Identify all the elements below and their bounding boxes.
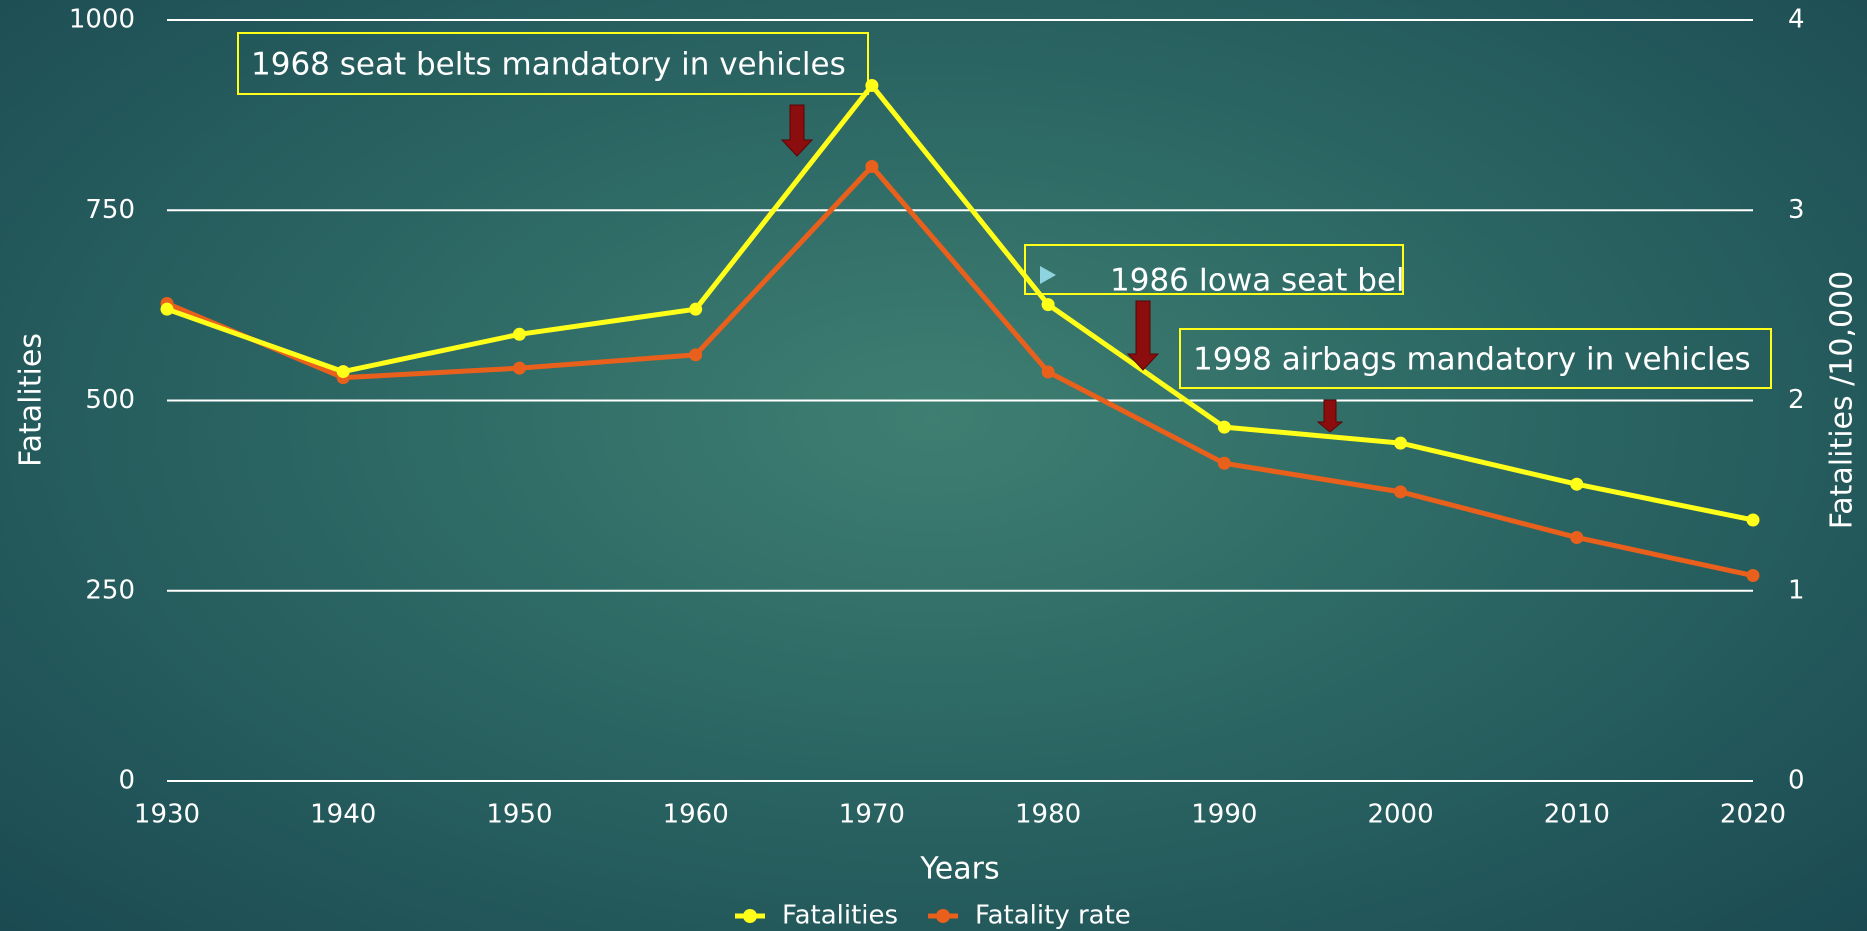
y-tick-label: 500	[85, 385, 135, 415]
point	[689, 302, 703, 316]
y2-tick-label: 0	[1788, 766, 1805, 796]
annotation-box	[237, 32, 869, 95]
point	[160, 302, 174, 316]
point	[865, 159, 879, 173]
legend-marker	[743, 909, 757, 923]
x-tick-label: 1930	[134, 800, 200, 830]
annotation-box	[1024, 244, 1404, 295]
point	[1217, 456, 1231, 470]
y2-tick-label: 3	[1788, 195, 1805, 225]
point	[336, 365, 350, 379]
point	[1041, 298, 1055, 312]
y2-tick-label: 4	[1788, 5, 1805, 35]
y2-tick-label: 2	[1788, 385, 1805, 415]
x-tick-label: 2020	[1720, 800, 1786, 830]
legend-marker	[936, 909, 951, 923]
arrow	[780, 104, 814, 157]
point	[512, 327, 526, 341]
x-tick-label: 1950	[486, 800, 552, 830]
x-axis-title: Years	[919, 852, 999, 887]
point	[689, 348, 703, 362]
x-tick-label: 2010	[1544, 800, 1610, 830]
legend: Fatalities Fatality rate	[735, 901, 1131, 931]
x-tick-label: 2000	[1367, 800, 1433, 830]
legend-label: Fatality rate	[975, 901, 1131, 931]
series-line	[166, 163, 1754, 578]
x-tick-label: 1960	[663, 800, 729, 830]
point	[1041, 365, 1055, 379]
annotation: 1998 airbags mandatory in vehicles	[1193, 342, 1751, 378]
point	[1570, 477, 1584, 491]
point	[1394, 436, 1408, 450]
y-axis-title: Fatalities	[14, 333, 49, 467]
point	[1394, 485, 1408, 499]
point	[512, 361, 526, 375]
x-tick-label: 1940	[310, 800, 376, 830]
point	[1746, 569, 1760, 583]
annotation-box	[1179, 328, 1772, 389]
annotations: 1968 seat belts mandatory in vehicles 19…	[237, 32, 1772, 433]
arrow	[1316, 399, 1344, 433]
annotation: 1968 seat belts mandatory in vehicles	[251, 47, 846, 83]
y2-axis-title: Fatalities /10,000	[1825, 271, 1860, 530]
annotation: 1986 Iowa seat belt	[1110, 263, 1417, 299]
point	[1570, 530, 1584, 544]
y-tick-label: 250	[85, 575, 135, 605]
x-tick-label: 1990	[1191, 800, 1257, 830]
series-line	[166, 82, 1754, 523]
y-tick-label: 750	[85, 195, 135, 225]
point	[1746, 513, 1760, 527]
y2-tick-label: 1	[1788, 575, 1805, 605]
plot: 0 250 500 750 1000 0 1 2 3 4 1930 1940 1950 1960 1970 1…	[69, 5, 1805, 830]
point	[1217, 420, 1231, 434]
y-tick-label: 0	[118, 766, 135, 796]
arrow	[1126, 300, 1160, 371]
legend-label: Fatalities	[782, 901, 898, 931]
x-tick-label: 1970	[839, 800, 905, 830]
x-tick-label: 1980	[1015, 800, 1081, 830]
y-tick-label: 1000	[69, 5, 135, 35]
bullet	[1040, 266, 1056, 284]
